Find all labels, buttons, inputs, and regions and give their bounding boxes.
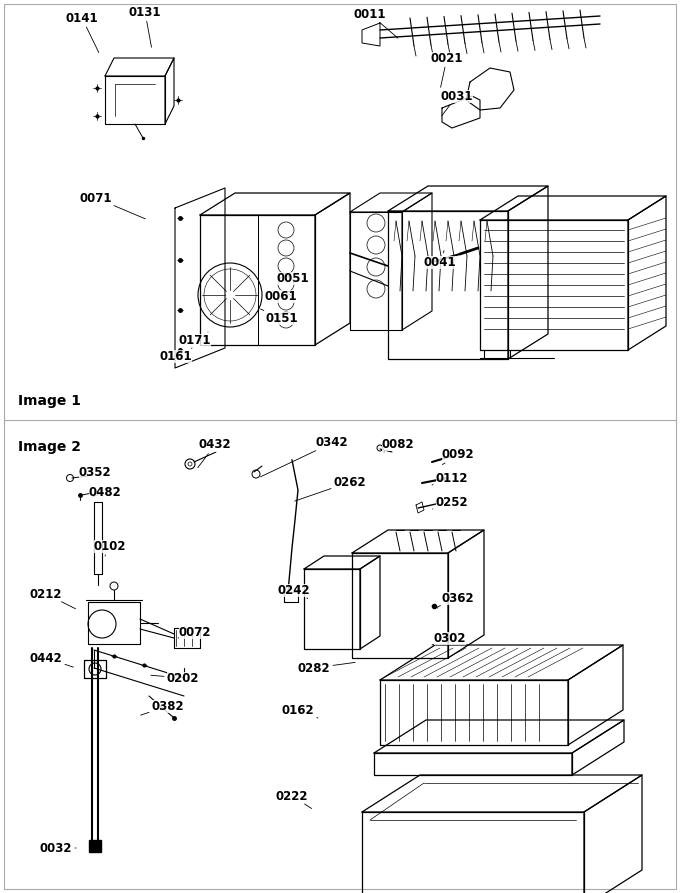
Text: 0031: 0031: [441, 89, 473, 116]
Bar: [89, 840, 101, 852]
Text: 0252: 0252: [432, 496, 469, 509]
Text: 0262: 0262: [294, 475, 367, 501]
Text: 0482: 0482: [88, 486, 121, 498]
Text: 0282: 0282: [298, 662, 355, 674]
Text: 0032: 0032: [39, 841, 76, 855]
Text: 0382: 0382: [141, 699, 184, 715]
Text: 0061: 0061: [265, 289, 297, 303]
Text: 0171: 0171: [179, 332, 211, 346]
Text: 0161: 0161: [160, 348, 192, 363]
Text: 0071: 0071: [80, 191, 146, 219]
Text: 0011: 0011: [354, 7, 398, 38]
Text: 0112: 0112: [432, 472, 469, 485]
Text: 0222: 0222: [276, 789, 311, 808]
Text: 0212: 0212: [30, 588, 75, 609]
Text: 0051: 0051: [277, 271, 309, 285]
Text: 0352: 0352: [79, 465, 112, 479]
Text: 0442: 0442: [30, 652, 73, 667]
Text: 0041: 0041: [424, 251, 456, 269]
Text: 0131: 0131: [129, 5, 161, 47]
Text: 0162: 0162: [282, 704, 318, 718]
Text: 0302: 0302: [432, 631, 466, 645]
Text: 0092: 0092: [442, 448, 475, 464]
Text: Image 1: Image 1: [18, 394, 81, 408]
Text: 0141: 0141: [66, 12, 99, 53]
Text: 0242: 0242: [277, 583, 310, 598]
Text: Image 2: Image 2: [18, 440, 81, 454]
Text: 0151: 0151: [260, 309, 299, 324]
Text: 0362: 0362: [437, 591, 475, 607]
Text: 0342: 0342: [260, 437, 348, 477]
Text: 0021: 0021: [430, 52, 463, 88]
Text: 0432: 0432: [198, 438, 231, 468]
Text: 0082: 0082: [381, 438, 414, 452]
Text: 0202: 0202: [151, 672, 199, 685]
Text: 0072: 0072: [178, 625, 211, 638]
Text: 0102: 0102: [94, 539, 126, 556]
